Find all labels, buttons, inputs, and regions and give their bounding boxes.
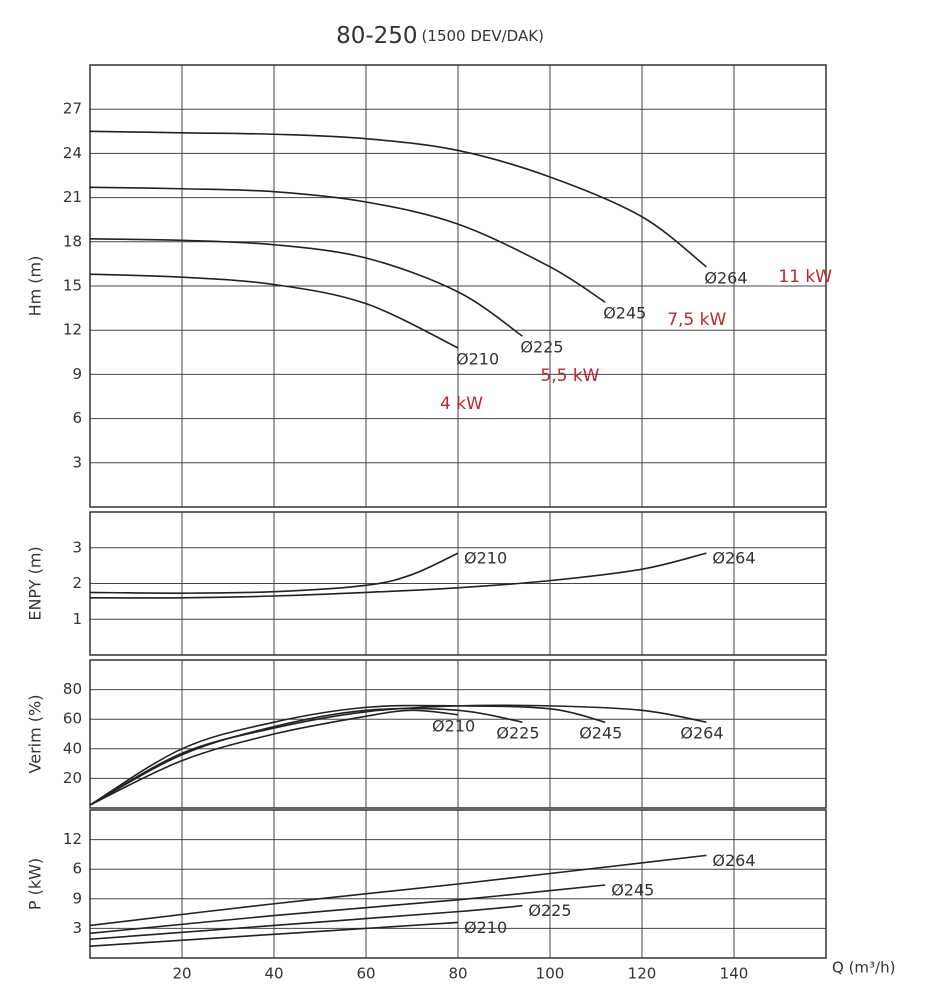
curve-label: Ø245	[611, 880, 654, 899]
y-axis-label: Verim (%)	[26, 695, 45, 774]
power-label: 5,5 kW	[540, 366, 599, 386]
y-tick-label: 27	[63, 100, 82, 118]
curve-label: Ø245	[603, 304, 646, 323]
curve-label: Ø225	[520, 338, 563, 357]
curve-label: Ø210	[464, 918, 507, 937]
y-tick-label: 9	[72, 889, 82, 907]
y-tick-label: 40	[63, 739, 82, 757]
curve	[89, 921, 459, 947]
curve	[89, 186, 606, 303]
curve	[89, 707, 523, 806]
curve-label: Ø225	[496, 724, 539, 743]
y-tick-label: 1	[72, 610, 82, 628]
curve	[89, 273, 459, 349]
curve-label: Ø264	[680, 724, 723, 743]
power-label: 4 kW	[440, 394, 483, 414]
y-axis-label: P (kW)	[26, 858, 45, 910]
plot-frame	[89, 809, 827, 959]
curve-label: Ø210	[456, 349, 499, 368]
curve-label: Ø225	[528, 901, 571, 920]
y-axis-label: Hm (m)	[26, 256, 45, 317]
x-tick-label: 80	[448, 965, 467, 983]
y-tick-label: 3	[72, 453, 82, 471]
plot-frame	[89, 511, 827, 656]
x-tick-label: 120	[628, 965, 657, 983]
curve	[89, 704, 707, 806]
power-label: 11 kW	[778, 267, 832, 287]
x-axis-label: Q (m³/h)	[832, 959, 895, 977]
curve	[89, 238, 523, 337]
curve	[89, 904, 523, 941]
y-tick-label: 60	[63, 710, 82, 728]
y-tick-label: 9	[72, 365, 82, 383]
curve	[89, 130, 707, 268]
curve	[89, 709, 459, 806]
x-tick-label: 20	[172, 965, 191, 983]
curve-label: Ø264	[712, 851, 755, 870]
curve-label: Ø210	[464, 549, 507, 568]
x-tick-label: 100	[536, 965, 565, 983]
y-tick-label: 80	[63, 680, 82, 698]
x-tick-label: 140	[720, 965, 749, 983]
y-tick-label: 6	[72, 409, 82, 427]
curve-label: Ø264	[704, 268, 747, 287]
curve	[89, 552, 707, 599]
y-tick-label: 2	[72, 574, 82, 592]
plot-frame	[89, 64, 827, 508]
curve	[89, 884, 606, 935]
y-tick-label: 12	[63, 321, 82, 339]
x-tick-label: 40	[264, 965, 283, 983]
y-tick-label: 3	[72, 538, 82, 556]
y-tick-label: 3	[72, 919, 82, 937]
curve-label: Ø264	[712, 549, 755, 568]
curve	[89, 854, 707, 927]
y-tick-label: 6	[72, 860, 82, 878]
curve-label: Ø210	[432, 716, 475, 735]
plot-frame	[89, 659, 827, 809]
x-tick-label: 60	[356, 965, 375, 983]
chart-title-group: 80-250 (1500 DEV/DAK)	[336, 23, 544, 49]
y-tick-label: 18	[63, 232, 82, 250]
y-tick-label: 21	[63, 188, 82, 206]
y-tick-label: 20	[63, 769, 82, 787]
y-tick-label: 24	[63, 144, 82, 162]
chart-title: 80-250	[336, 23, 417, 49]
curve-label: Ø245	[579, 724, 622, 743]
y-tick-label: 15	[63, 277, 82, 295]
power-label: 7,5 kW	[667, 310, 726, 330]
y-axis-label: ENPY (m)	[26, 546, 45, 620]
chart-subtitle: (1500 DEV/DAK)	[422, 27, 544, 45]
curve	[89, 704, 606, 806]
y-tick-label: 12	[63, 830, 82, 848]
curve	[89, 552, 459, 594]
